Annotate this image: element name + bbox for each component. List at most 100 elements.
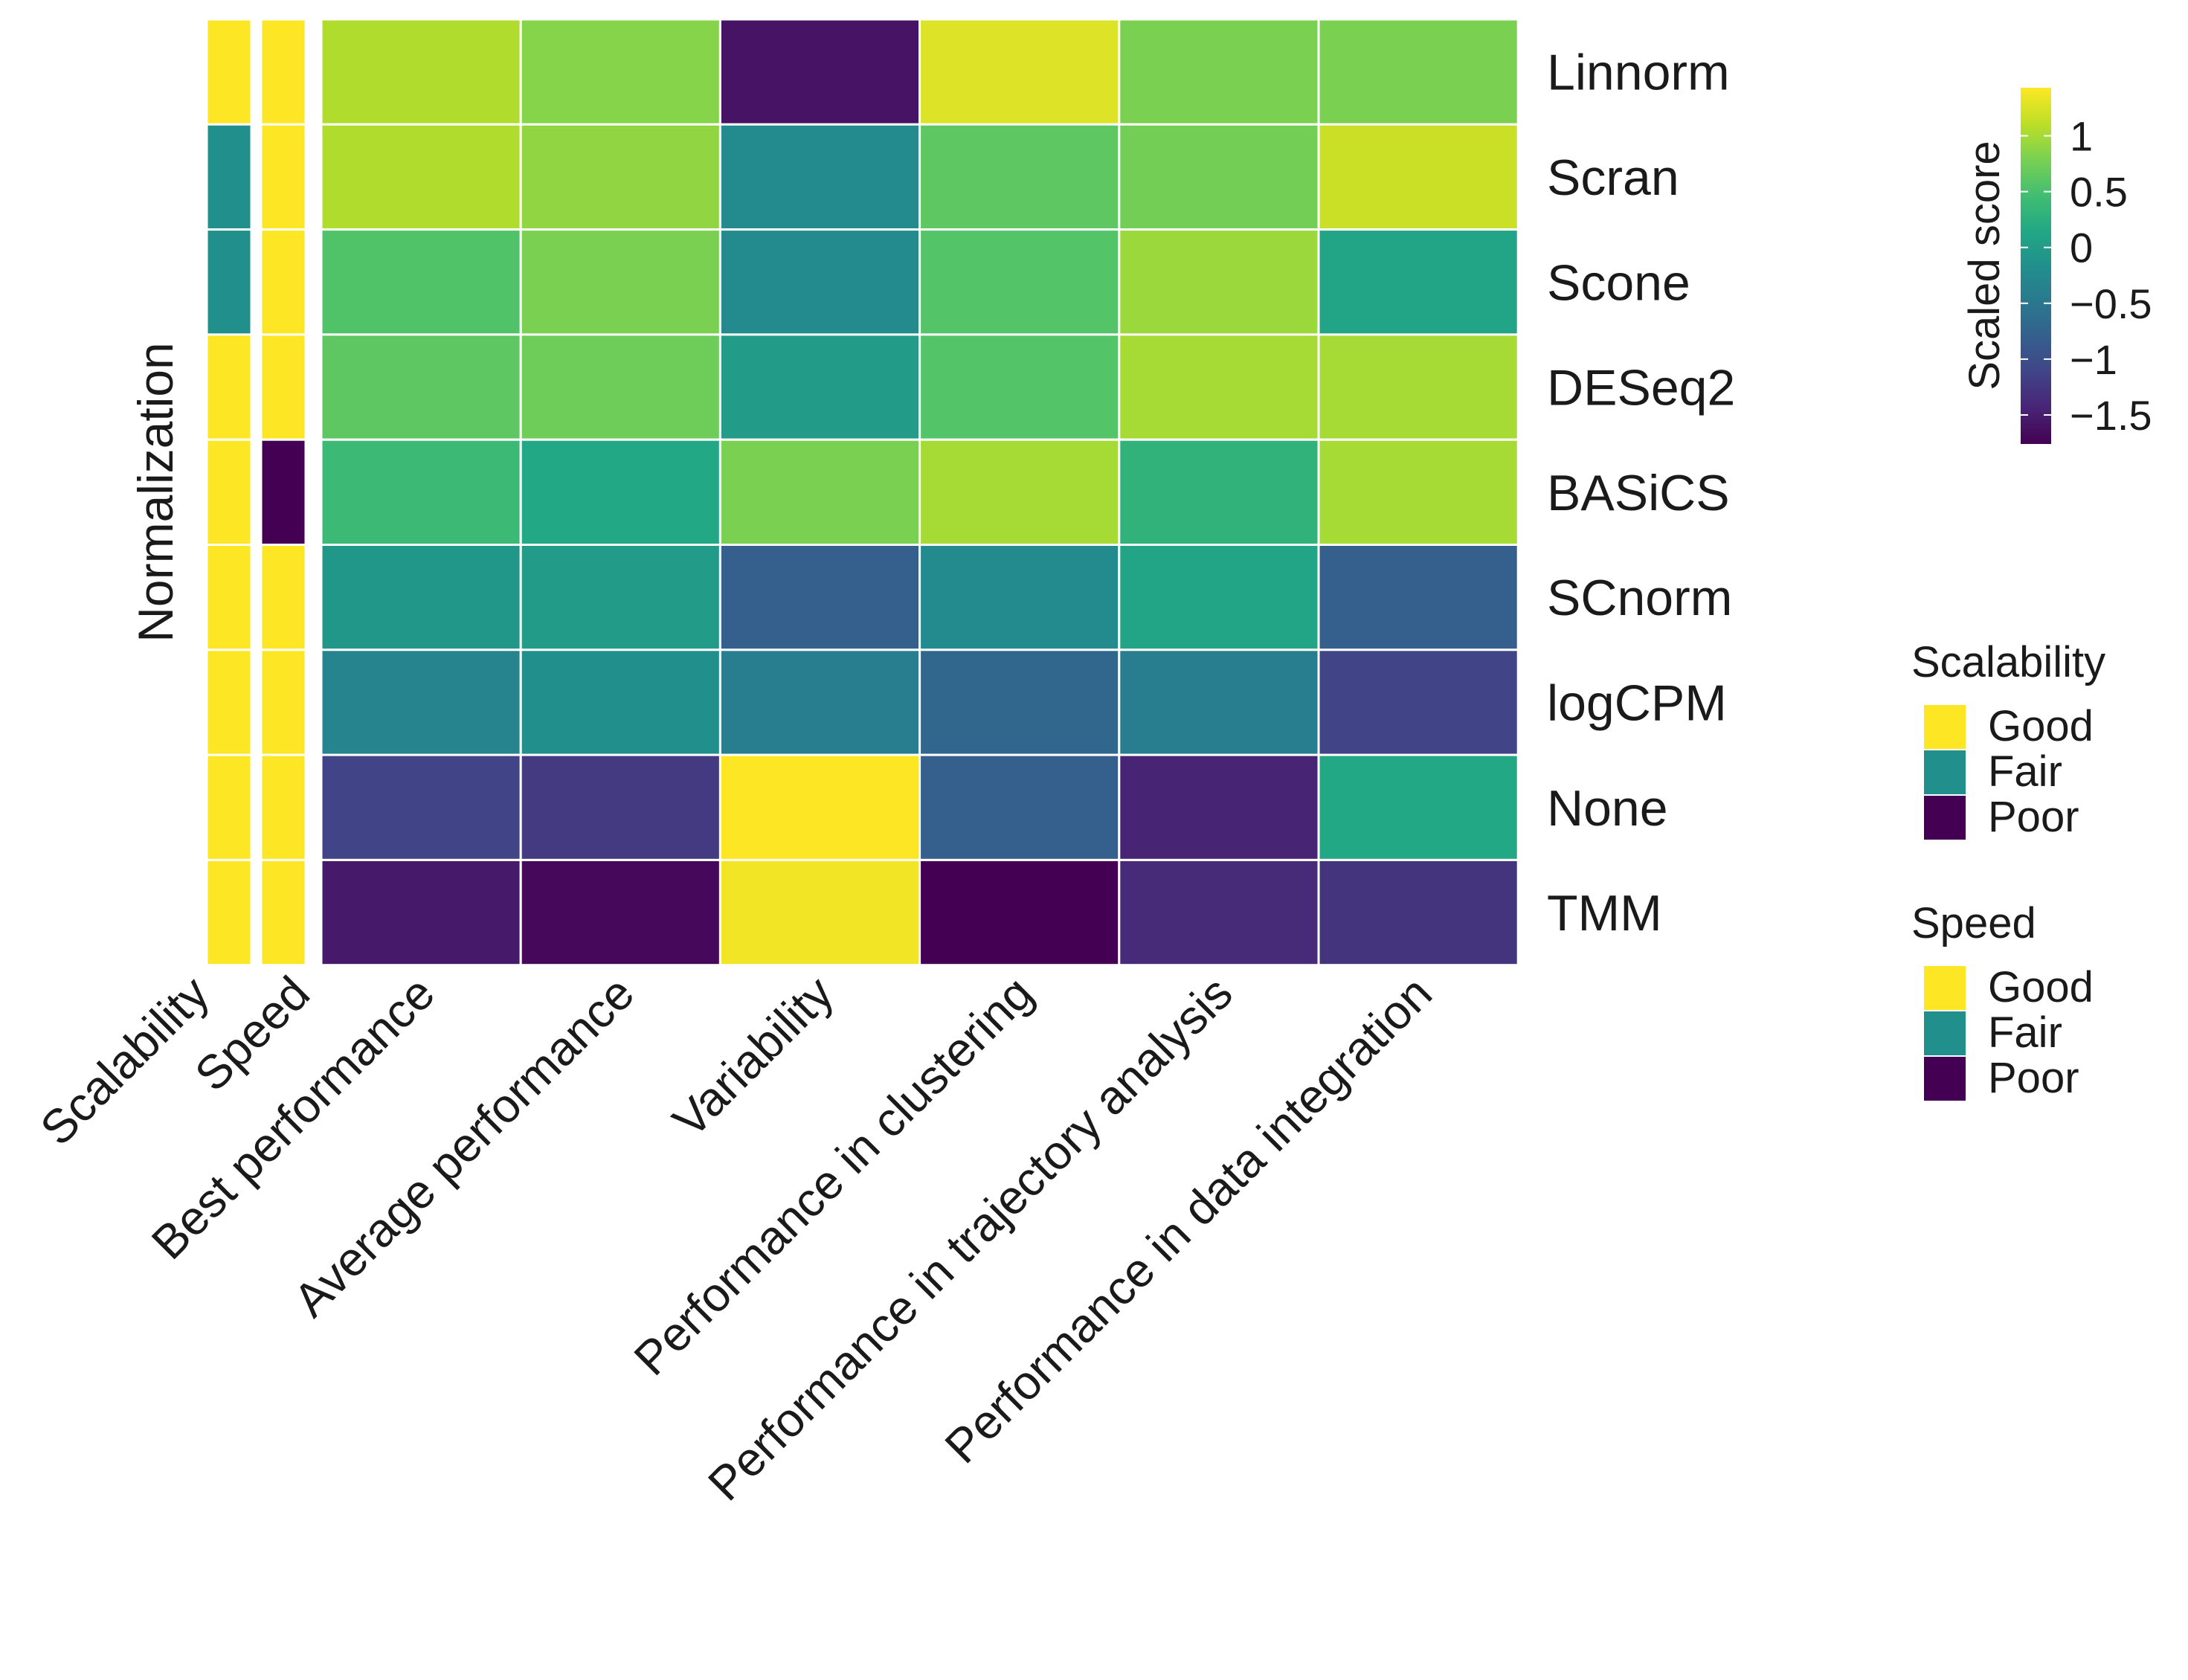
row-label: logCPM <box>1547 675 1727 731</box>
heatmap-cell <box>1317 648 1519 756</box>
cell-speed-scone <box>260 228 307 336</box>
cell-scalability-tmm <box>205 858 253 967</box>
cell-speed-linnorm <box>260 18 307 126</box>
legend-key-good <box>1924 966 1966 1010</box>
heatmap-cell <box>320 18 522 126</box>
y-axis-label: Normalization <box>128 342 183 642</box>
heatmap-cell <box>1317 228 1519 336</box>
cell-scalability-scnorm <box>205 544 253 651</box>
heatmap-cell <box>718 18 921 126</box>
legend-key-fair <box>1924 1011 1966 1055</box>
legend-title: Scalability <box>1911 638 2105 686</box>
colorbar-tick-label: 0.5 <box>2070 169 2128 216</box>
heatmap-cell <box>1118 753 1320 861</box>
heatmap-cell <box>1317 333 1519 441</box>
row-label: Scone <box>1547 254 1690 311</box>
heatmap-cell <box>1317 18 1519 126</box>
heatmap-cell <box>320 648 522 756</box>
colorbar-tick-label: 1 <box>2070 113 2093 160</box>
heatmap-cell <box>918 438 1121 547</box>
legend-title: Speed <box>1911 899 2036 947</box>
heatmap-cell <box>1118 123 1320 231</box>
legend-key-good <box>1924 705 1966 749</box>
heatmap-cell <box>519 123 721 231</box>
heatmap-cell <box>718 858 921 967</box>
heatmap-cell <box>1118 228 1320 336</box>
heatmap-cell <box>320 438 522 547</box>
cell-speed-deseq2 <box>260 333 307 441</box>
cell-scalability-linnorm <box>205 18 253 126</box>
heatmap-cell <box>519 18 721 126</box>
heatmap-cell <box>320 228 522 336</box>
colorbar-title: Scaled score <box>1960 141 2009 390</box>
column-label: Variability <box>663 966 844 1148</box>
heatmap-cell <box>1118 858 1320 967</box>
heatmap-cell <box>1118 648 1320 756</box>
legend-label: Poor <box>1988 1054 2079 1102</box>
heatmap-cell <box>1118 438 1320 547</box>
colorbar-tick-label: 0 <box>2070 225 2093 271</box>
legend-key-poor <box>1924 796 1966 840</box>
heatmap-cell <box>918 544 1121 651</box>
heatmap-cell <box>1118 544 1320 651</box>
legend-key-fair <box>1924 750 1966 794</box>
legend-key-poor <box>1924 1057 1966 1101</box>
heatmap-cell <box>519 544 721 651</box>
heatmap-cell <box>1118 333 1320 441</box>
heatmap-cells <box>205 18 1519 967</box>
colorbar-tick-label: −0.5 <box>2070 280 2152 327</box>
heatmap-cell <box>918 18 1121 126</box>
row-label: Scran <box>1547 149 1679 206</box>
cell-speed-scran <box>260 123 307 231</box>
legend-label: Fair <box>1988 747 2062 796</box>
heatmap-cell <box>519 228 721 336</box>
legend-label: Good <box>1988 963 2094 1011</box>
heatmap-cell <box>519 333 721 441</box>
heatmap-cell <box>320 333 522 441</box>
heatmap-cell <box>1317 858 1519 967</box>
cell-speed-scnorm <box>260 544 307 651</box>
row-label: None <box>1547 780 1668 837</box>
heatmap-cell <box>320 753 522 861</box>
cell-scalability-logcpm <box>205 648 253 756</box>
row-label: Linnorm <box>1547 45 1730 101</box>
heatmap-cell <box>1317 123 1519 231</box>
heatmap-cell <box>1118 18 1320 126</box>
column-label: Performance in clustering <box>624 966 1043 1385</box>
heatmap-cell <box>918 333 1121 441</box>
heatmap-cell <box>1317 438 1519 547</box>
row-label: DESeq2 <box>1547 360 1735 416</box>
colorbar-gradient <box>2021 88 2051 444</box>
cell-scalability-none <box>205 753 253 861</box>
column-label: Average performance <box>283 966 644 1327</box>
cell-speed-none <box>260 753 307 861</box>
heatmap-cell <box>1317 753 1519 861</box>
cell-scalability-basics <box>205 438 253 547</box>
heatmap-cell <box>918 753 1121 861</box>
heatmap-cell <box>718 544 921 651</box>
cell-speed-logcpm <box>260 648 307 756</box>
colorbar-legend: Scaled score 1 0.5 0 −0.5 −1 −1.5 <box>1960 88 2152 444</box>
heatmap-cell <box>918 123 1121 231</box>
row-label: BASiCS <box>1547 465 1730 521</box>
heatmap-cell <box>519 438 721 547</box>
heatmap-cell <box>918 858 1121 967</box>
legend-label: Good <box>1988 702 2094 750</box>
heatmap-cell <box>718 753 921 861</box>
heatmap-cell <box>320 858 522 967</box>
cell-scalability-scran <box>205 123 253 231</box>
colorbar-tick-label: −1.5 <box>2070 392 2152 439</box>
heatmap-cell <box>519 648 721 756</box>
heatmap-cell <box>519 858 721 967</box>
cell-scalability-scone <box>205 228 253 336</box>
cell-scalability-deseq2 <box>205 333 253 441</box>
heatmap-cell <box>320 544 522 651</box>
heatmap-cell <box>918 648 1121 756</box>
row-label: TMM <box>1547 885 1662 942</box>
heatmap-cell <box>918 228 1121 336</box>
